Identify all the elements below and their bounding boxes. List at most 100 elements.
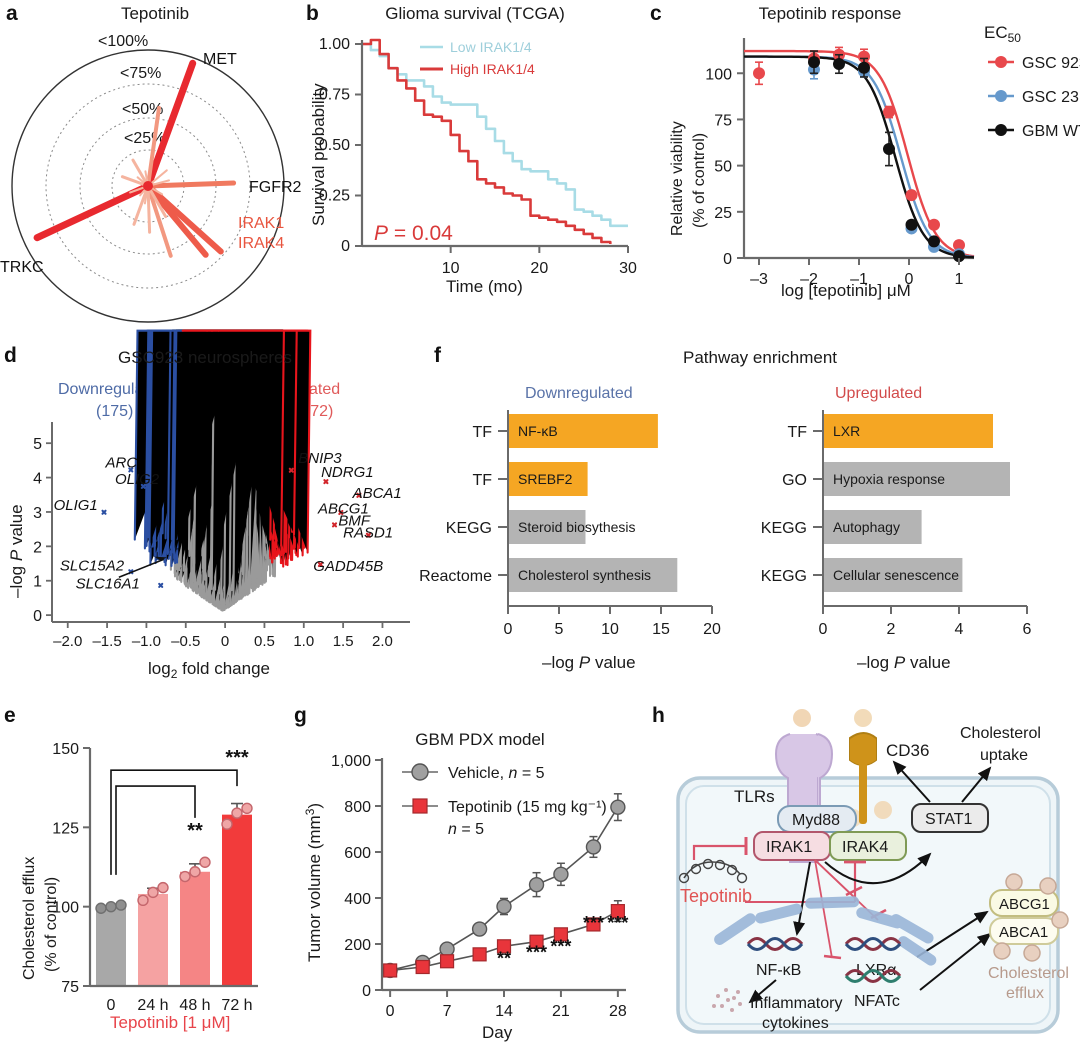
b-ylabel: Survival probability [309,83,328,226]
svg-text:10: 10 [601,621,619,638]
cytoskeleton-rods [714,896,937,966]
h-node-irak1: IRAK1 [753,831,831,861]
f-right-ticks: 0 2 4 6 [819,606,1032,638]
svg-text:SLC16A1: SLC16A1 [76,575,140,592]
ring-75 [45,83,251,289]
svg-text:0: 0 [819,621,828,638]
h-label-uptake-line2: uptake [980,747,1028,764]
panel-g: g GBM PDX model ** *** *** *** *** 0 200 400 60… [290,690,650,1044]
b-legend-label-low: Low IRAK1/4 [450,39,532,55]
svg-text:75: 75 [714,112,732,129]
svg-text:1.5: 1.5 [333,633,354,650]
ring-label-100: <100% [98,33,148,50]
svg-text:0.75: 0.75 [319,87,350,104]
svg-text:Reactome: Reactome [419,568,492,585]
f-right-xlabel: –log P value [857,653,951,672]
svg-text:Hypoxia response: Hypoxia response [833,471,945,487]
h-inhibition-rays [745,859,887,960]
panel-a-title: Tepotinib [120,4,190,23]
h-label-tepotinib: Tepotinib [680,886,752,906]
b-axis-ticks: 0 0.25 0.50 0.75 1.00 10 20 30 [319,36,637,277]
ring-outer [11,49,285,323]
panel-c-letter: c [650,2,662,25]
kinase-label-trkc: TRKC [0,259,44,276]
kinase-label-irak1: IRAK1 [238,215,284,232]
svg-text:24 h: 24 h [137,997,168,1014]
c-legend: GSC 923934 nMGSC 23694 nMGBM WT533 nM [988,55,1080,140]
svg-text:0: 0 [504,621,513,638]
panel-b-letter: b [306,2,319,25]
h-label-irak1: IRAK1 [766,839,812,856]
h-label-nfkb: NF-κB [756,962,801,979]
svg-text:50: 50 [714,159,732,176]
svg-text:KEGG: KEGG [761,520,807,537]
h-node-irak4: IRAK4 [829,831,907,861]
svg-text:–1.5: –1.5 [92,633,121,650]
svg-text:–0.5: –0.5 [171,633,200,650]
g-legend: Vehicle, n = 5 Tepotinib (15 mg kg⁻¹) n = … [402,763,607,838]
f-left-bars: NF-κB TF SREBF2 TF Steroid biosythesis KEGG Ch… [419,414,678,592]
panel-d-letter: d [4,344,17,367]
h-inhibit-irak1 [692,837,748,860]
svg-text:TF: TF [472,472,492,489]
g-ylabel: Tumor volume (mm3) [303,803,324,962]
svg-text:0.5: 0.5 [254,633,275,650]
g-curves: ** *** ****** *** [382,793,628,979]
svg-text:NF-κB: NF-κB [518,423,558,439]
svg-text:TF: TF [787,424,807,441]
d-xlabel: log2 fold change [148,659,270,681]
b-pvalue: P = 0.04 [374,222,453,245]
ring-label-50: <50% [122,101,163,118]
e-ylabel-line1: Cholesterol efflux [21,857,38,980]
svg-text:0: 0 [723,251,732,268]
c-ylabel-line2: (% of control) [691,133,708,228]
panel-b-title: Glioma survival (TCGA) [385,4,565,23]
h-node-abca1: ABCA1 [989,917,1059,945]
svg-text:200: 200 [344,937,371,954]
h-label-cytokines-line1: Inflammatory [750,995,842,1012]
svg-text:0: 0 [386,1003,395,1020]
c-axis-ticks: 0 25 50 75 100 –3 –2 –1 0 1 [705,66,963,288]
f-right-heading: Upregulated [835,385,922,402]
dna-helix-nfatc [844,969,902,983]
svg-text:4: 4 [955,621,964,638]
svg-text:1: 1 [955,271,964,288]
svg-text:600: 600 [344,845,371,862]
g-xlabel: Day [482,1023,513,1042]
svg-text:25: 25 [714,205,732,222]
svg-text:28: 28 [609,1003,627,1020]
svg-text:4: 4 [33,471,42,488]
d-scatter-points [101,330,371,613]
panel-d: d GSC923 neurospheres Downregulated (175… [0,330,430,690]
svg-text:21: 21 [552,1003,570,1020]
panel-h-pathway-diagram: TLRs CD36 Cholesterol uptake Myd88 IRAK1 [676,709,1069,1034]
svg-text:***: *** [225,747,249,769]
svg-text:SLC15A2: SLC15A2 [60,557,125,574]
svg-text:OLIG1: OLIG1 [54,497,98,514]
svg-text:6: 6 [1023,621,1032,638]
svg-text:20: 20 [530,260,548,277]
h-label-irak4: IRAK4 [842,839,888,856]
svg-text:48 h: 48 h [179,997,210,1014]
svg-text:100: 100 [705,66,732,83]
d-down-count: (175) [96,403,133,420]
f-right-bars: LXR TF Hypoxia response GO Autophagy KEGG Cell… [761,414,1010,592]
svg-text:0.50: 0.50 [319,137,350,154]
h-node-stat1: STAT1 [911,803,989,833]
svg-text:GBM WT: GBM WT [1022,123,1080,140]
svg-text:2: 2 [887,621,896,638]
svg-text:1.0: 1.0 [293,633,314,650]
km-curves [362,38,628,244]
svg-text:ABCG1: ABCG1 [317,500,369,517]
radar-spokes [33,59,237,258]
h-node-abcg1: ABCG1 [989,889,1059,917]
panel-d-title: GSC923 neurospheres [118,348,292,367]
svg-text:72 h: 72 h [221,997,252,1014]
kinase-label-met: MET [203,51,237,68]
h-label-cd36: CD36 [886,741,929,760]
svg-text:Autophagy: Autophagy [833,519,900,535]
h-node-myd88: Myd88 [777,805,857,833]
